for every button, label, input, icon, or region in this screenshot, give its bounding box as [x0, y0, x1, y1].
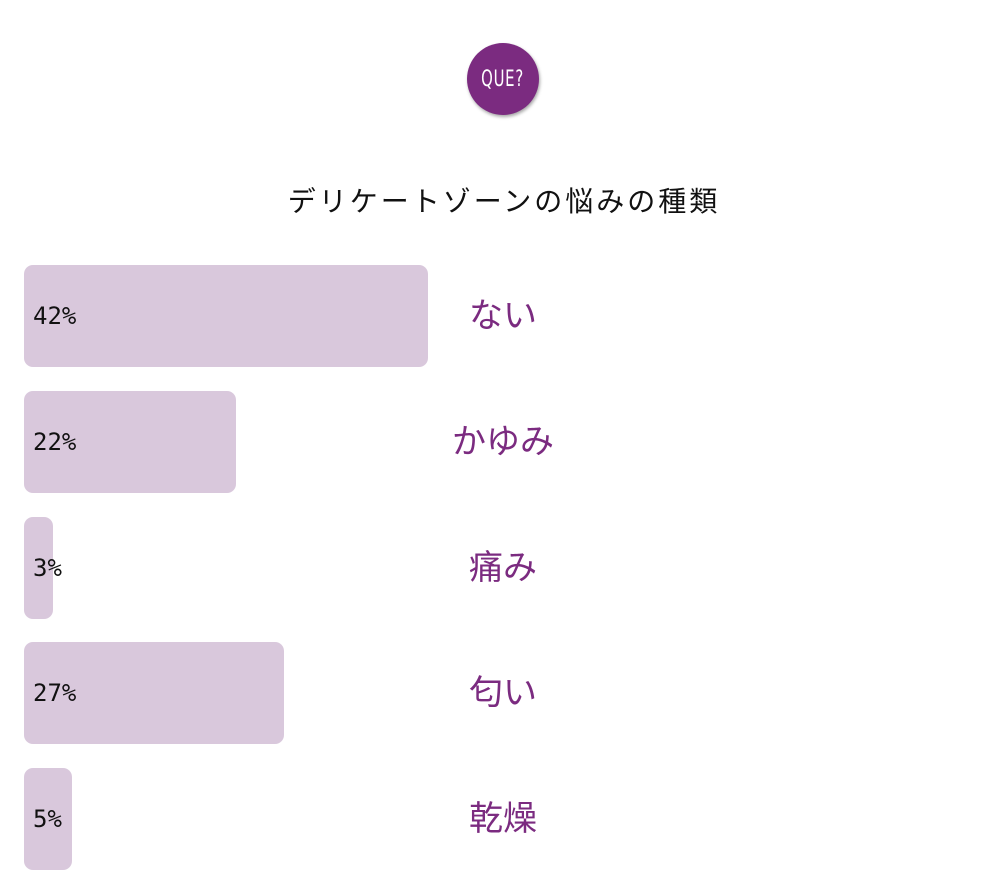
value-label: 22%: [33, 427, 77, 456]
category-label: ない: [469, 296, 537, 336]
bar-1: [24, 390, 236, 493]
category-label: 乾燥: [469, 799, 537, 839]
bar-0: [24, 265, 429, 367]
value-label: 5%: [33, 805, 62, 833]
category-label: 匂い: [469, 673, 537, 714]
value-label: 42%: [33, 302, 77, 330]
value-label: 27%: [33, 679, 77, 708]
bar-3: [24, 642, 284, 745]
logo-text: QUE?: [481, 66, 525, 92]
category-label: 痛み: [469, 547, 537, 588]
chart-title: デリケートゾーンの悩みの種類: [287, 185, 721, 218]
category-label: かゆみ: [452, 421, 554, 462]
bar-4: [24, 768, 73, 870]
bar-2: [24, 516, 53, 619]
que-logo: QUE?: [467, 43, 539, 115]
value-label: 3%: [33, 553, 62, 582]
